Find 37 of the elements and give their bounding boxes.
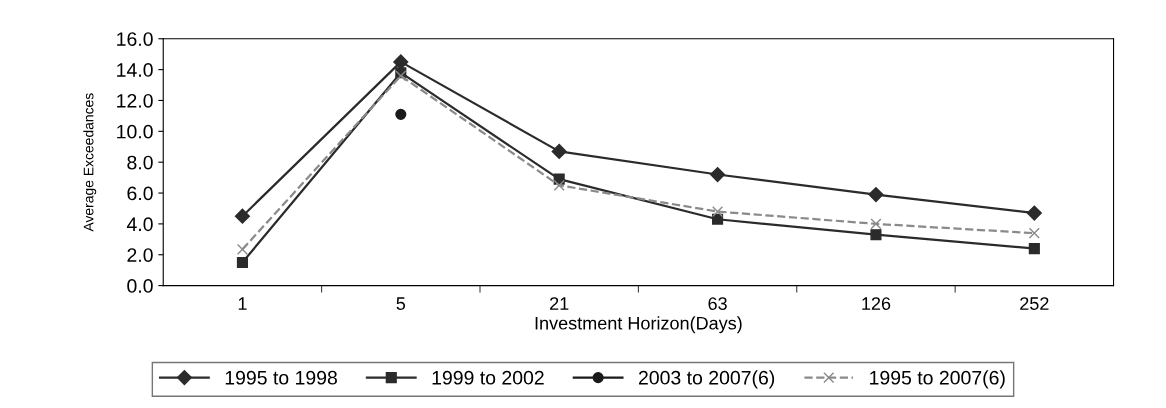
- x-tick-label: 21: [550, 297, 569, 310]
- x-tick-label: 63: [708, 297, 727, 310]
- point: [710, 166, 726, 183]
- point: [868, 187, 884, 203]
- point: [1026, 205, 1042, 221]
- point: [1028, 243, 1040, 255]
- y-tick-label: 14.0: [117, 63, 153, 77]
- y-tick-label: 10.0: [117, 124, 153, 139]
- point: [712, 205, 724, 218]
- legend-label: 2003 to 2007(6): [638, 370, 775, 389]
- point: [236, 256, 248, 269]
- point: [870, 229, 882, 241]
- point: [1028, 227, 1040, 239]
- x-tick-label: 5: [396, 297, 406, 310]
- legend-label: 1995 to 1998: [225, 370, 337, 385]
- y-axis-title: Average Exceedances: [83, 93, 97, 232]
- point: [553, 179, 565, 191]
- legend-label: 1995 to 2007(6): [870, 370, 1005, 389]
- point: [395, 108, 407, 120]
- point: [712, 213, 724, 225]
- y-tick-label: 8.0: [127, 155, 153, 170]
- point: [236, 243, 248, 255]
- point: [870, 218, 882, 230]
- point: [234, 208, 251, 224]
- y-tick-label: 2.0: [127, 248, 153, 262]
- y-tick-label: 0.0: [127, 279, 153, 293]
- y-tick-label: 12.0: [117, 93, 153, 108]
- point: [551, 143, 567, 159]
- x-tick-label: 252: [1020, 297, 1049, 310]
- legend-label: 1999 to 2002: [432, 370, 544, 385]
- x-tick-label: 126: [862, 297, 891, 310]
- x-axis-title: Investment Horizon(Days): [535, 316, 742, 334]
- x-tick-label: 1: [238, 297, 247, 310]
- y-tick-label: 16.0: [117, 32, 153, 46]
- y-tick-label: 6.0: [127, 186, 153, 201]
- point: [393, 54, 409, 70]
- y-tick-label: 4.0: [126, 217, 153, 232]
